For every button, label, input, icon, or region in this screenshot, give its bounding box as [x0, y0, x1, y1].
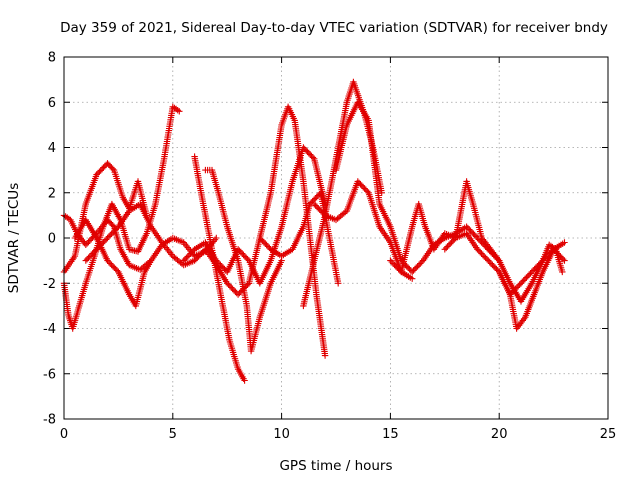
y-axis-label: SDTVAR / TECUs: [6, 183, 22, 293]
y-tick-label: 6: [48, 96, 56, 111]
series-satellite-track-12: [311, 178, 416, 282]
plot-frame: [63, 56, 609, 420]
x-tick-label: 20: [491, 427, 508, 442]
y-tick-label: -2: [43, 277, 56, 292]
y-tick-label: -8: [43, 413, 56, 428]
data-point-markers: [496, 239, 568, 298]
data-points: [60, 78, 568, 384]
series-satellite-track-4: [71, 216, 155, 310]
x-tick-label: 5: [169, 427, 177, 442]
x-tick-label: 25: [600, 427, 617, 442]
chart-title: Day 359 of 2021, Sidereal Day-to-day VTE…: [60, 20, 608, 36]
x-tick-label: 10: [273, 427, 290, 442]
data-point-markers: [256, 189, 342, 287]
series-satellite-track-11: [300, 78, 385, 310]
series-satellite-track-14: [387, 178, 503, 276]
data-point-markers: [332, 99, 503, 276]
data-point-markers: [311, 178, 416, 282]
x-tick-labels: 0 5 10 15 20 25: [60, 427, 616, 442]
x-tick-label: 0: [60, 427, 68, 442]
y-tick-label: -6: [43, 367, 56, 382]
y-tick-label: 2: [48, 186, 56, 201]
series-satellite-track-13: [332, 99, 503, 276]
y-tick-labels: -8 -6 -4 -2 0 2 4 6 8: [43, 51, 56, 428]
y-tick-label: 8: [48, 51, 56, 66]
series-satellite-track-17: [496, 239, 568, 298]
data-point-markers: [71, 216, 155, 310]
x-axis-label: GPS time / hours: [279, 458, 392, 474]
series-satellite-track-10: [256, 189, 342, 287]
y-tick-label: 0: [48, 232, 56, 247]
y-tick-label: 4: [48, 141, 56, 156]
data-point-markers: [387, 178, 503, 276]
data-point-markers: [300, 78, 385, 310]
y-tick-label: -4: [43, 322, 56, 337]
x-tick-label: 15: [382, 427, 399, 442]
